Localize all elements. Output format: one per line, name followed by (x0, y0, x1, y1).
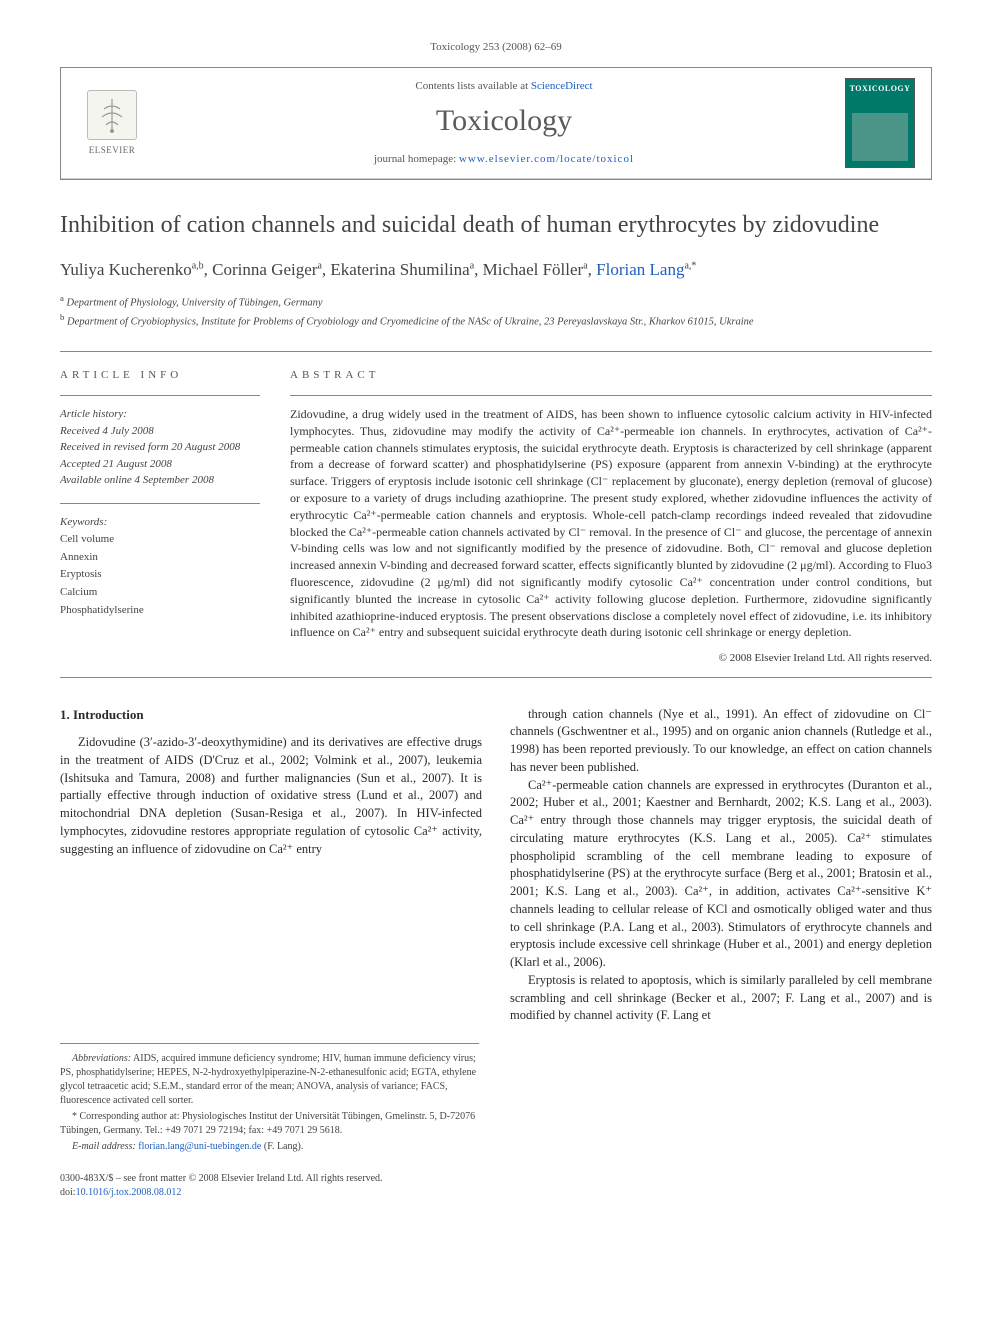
history-label: Article history: (60, 406, 260, 423)
footnotes: Abbreviations: AIDS, acquired immune def… (60, 1043, 479, 1154)
abstract-copyright: © 2008 Elsevier Ireland Ltd. All rights … (290, 651, 932, 666)
abbreviations-footnote: Abbreviations: AIDS, acquired immune def… (60, 1052, 479, 1108)
corresponding-author-footnote: * Corresponding author at: Physiologisch… (60, 1110, 479, 1138)
abstract-column: abstract Zidovudine, a drug widely used … (290, 368, 932, 667)
divider (60, 503, 260, 504)
affiliation: b Department of Cryobiophysics, Institut… (60, 311, 932, 330)
history-item: Available online 4 September 2008 (60, 472, 260, 489)
keyword: Annexin (60, 549, 260, 567)
divider (290, 395, 932, 396)
corresponding-email-link[interactable]: florian.lang@uni-tuebingen.de (138, 1141, 261, 1152)
author: Yuliya Kucherenkoa,b (60, 260, 204, 279)
author: Corinna Geigera (212, 260, 322, 279)
email-footnote: E-mail address: florian.lang@uni-tuebing… (60, 1140, 479, 1154)
keywords-label: Keywords: (60, 514, 260, 532)
divider (60, 395, 260, 396)
homepage-prefix: journal homepage: (374, 153, 459, 165)
article-title: Inhibition of cation channels and suicid… (60, 210, 932, 240)
body-paragraph: Ca²⁺-permeable cation channels are expre… (510, 777, 932, 972)
journal-title: Toxicology (163, 100, 845, 142)
divider (60, 677, 932, 678)
body-paragraph: Eryptosis is related to apoptosis, which… (510, 972, 932, 1025)
affiliation-list: a Department of Physiology, University o… (60, 292, 932, 331)
divider (60, 351, 932, 352)
contents-prefix: Contents lists available at (415, 80, 530, 92)
page-footer: 0300-483X/$ – see front matter © 2008 El… (60, 1172, 932, 1200)
abstract-text: Zidovudine, a drug widely used in the tr… (290, 406, 932, 641)
journal-masthead: ELSEVIER Contents lists available at Sci… (60, 67, 932, 180)
body-two-column: 1. Introduction Zidovudine (3′-azido-3′-… (60, 706, 932, 1026)
article-info-heading: article info (60, 368, 260, 383)
cover-label: TOXICOLOGY (846, 83, 914, 94)
keyword: Cell volume (60, 531, 260, 549)
body-paragraph: through cation channels (Nye et al., 199… (510, 706, 932, 777)
history-item: Received in revised form 20 August 2008 (60, 439, 260, 456)
journal-cover-thumbnail: TOXICOLOGY (845, 78, 915, 168)
contents-available-line: Contents lists available at ScienceDirec… (163, 79, 845, 94)
section-heading-introduction: 1. Introduction (60, 706, 482, 724)
author-list: Yuliya Kucherenkoa,b, Corinna Geigera, E… (60, 258, 932, 282)
sciencedirect-link[interactable]: ScienceDirect (531, 80, 593, 92)
keyword: Phosphatidylserine (60, 602, 260, 620)
doi-link[interactable]: 10.1016/j.tox.2008.08.012 (76, 1187, 182, 1198)
author: Florian Langa,* (596, 260, 696, 279)
history-item: Received 4 July 2008 (60, 423, 260, 440)
keyword: Eryptosis (60, 566, 260, 584)
article-history: Article history: Received 4 July 2008 Re… (60, 406, 260, 489)
affiliation: a Department of Physiology, University o… (60, 292, 932, 311)
history-item: Accepted 21 August 2008 (60, 456, 260, 473)
publisher-logo: ELSEVIER (77, 83, 147, 163)
journal-homepage-line: journal homepage: www.elsevier.com/locat… (163, 152, 845, 167)
article-info-column: article info Article history: Received 4… (60, 368, 260, 667)
front-matter-line: 0300-483X/$ – see front matter © 2008 El… (60, 1172, 932, 1186)
author: Ekaterina Shumilinaa (330, 260, 474, 279)
doi-line: doi:10.1016/j.tox.2008.08.012 (60, 1186, 932, 1200)
author: Michael Föllera (483, 260, 588, 279)
body-left-column: 1. Introduction Zidovudine (3′-azido-3′-… (60, 706, 482, 1026)
publisher-name: ELSEVIER (89, 144, 136, 157)
keyword: Calcium (60, 584, 260, 602)
elsevier-tree-icon (87, 90, 137, 140)
journal-homepage-link[interactable]: www.elsevier.com/locate/toxicol (459, 153, 634, 165)
cover-image-placeholder (852, 113, 908, 161)
body-right-column: through cation channels (Nye et al., 199… (510, 706, 932, 1026)
body-paragraph: Zidovudine (3′-azido-3′-deoxythymidine) … (60, 734, 482, 858)
corresponding-author-link[interactable]: Florian Lang (596, 260, 684, 279)
running-head: Toxicology 253 (2008) 62–69 (60, 40, 932, 55)
abstract-heading: abstract (290, 368, 932, 383)
keywords-block: Keywords: Cell volume Annexin Eryptosis … (60, 514, 260, 620)
